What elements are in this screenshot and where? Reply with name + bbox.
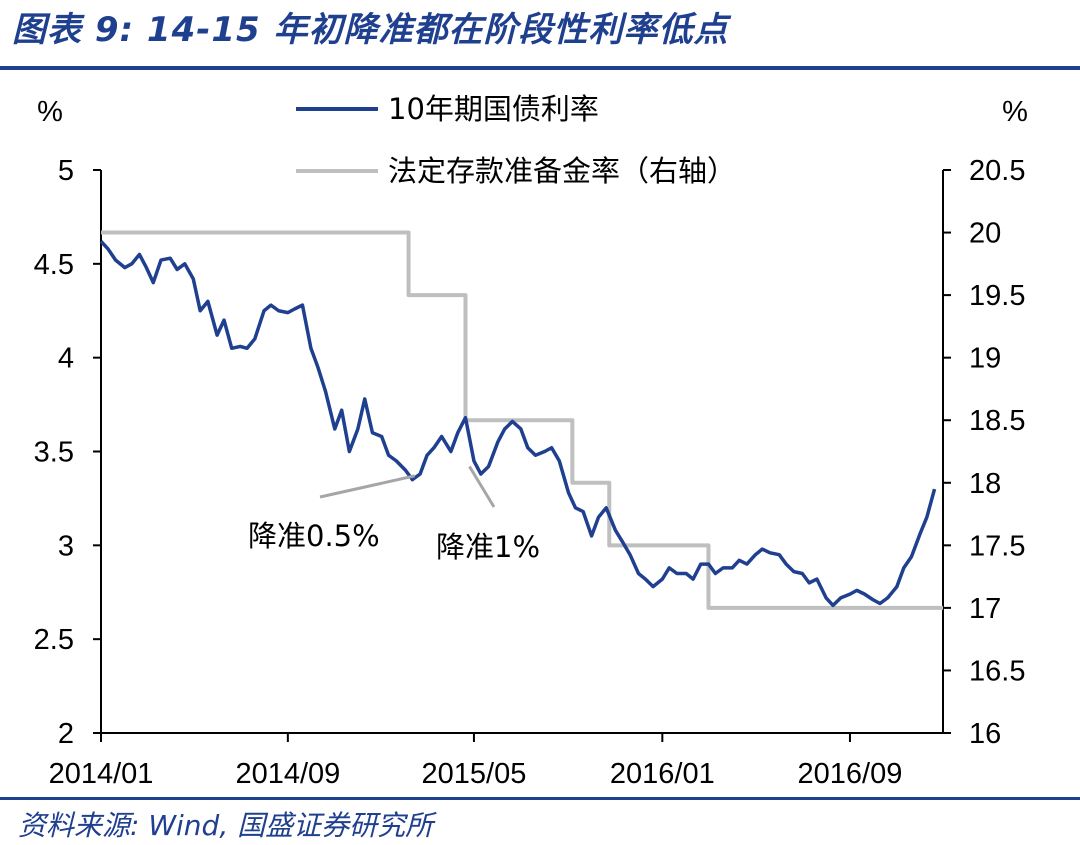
right-tick-label: 19.5	[969, 280, 1025, 312]
legend-label-treasury: 10年期国债利率	[388, 92, 599, 126]
chart-title: 图表 9: 14-15 年初降准都在阶段性利率低点	[12, 10, 729, 50]
left-tick-label: 2	[58, 718, 74, 750]
series-layer	[99, 230, 943, 610]
legend-label-reserve: 法定存款准备金率（右轴）	[388, 154, 736, 188]
chart: 2 2.5 3 3.5 4 4.5 5 16 16.5 17 17.5 18 18.5 19 19.5 20 2…	[34, 92, 1028, 790]
series-line-reserve-ratio	[101, 230, 943, 610]
annotation-pointer-rrr-cut-1	[468, 465, 496, 508]
left-tick-label: 3	[58, 530, 74, 562]
right-tick-label: 20	[969, 218, 1001, 250]
left-tick-label: 2.5	[34, 624, 74, 656]
annotation-label-rrr-cut-0-5: 降准0.5%	[248, 519, 380, 553]
right-tick-label: 17.5	[969, 530, 1025, 562]
x-tick-label: 2016/01	[610, 758, 715, 790]
right-tick-label: 20.5	[969, 155, 1025, 187]
right-tick-label: 17	[969, 593, 1001, 625]
title-rule	[0, 66, 1080, 70]
right-tick-label: 18	[969, 468, 1001, 500]
left-tick-label: 3.5	[34, 437, 74, 469]
x-tick-label: 2016/09	[798, 758, 903, 790]
annotation-label-rrr-cut-1: 降准1%	[436, 530, 540, 564]
right-tick-label: 16	[969, 718, 1001, 750]
right-tick-label: 18.5	[969, 405, 1025, 437]
source-rule	[0, 797, 1080, 800]
left-tick-label: 5	[58, 155, 74, 187]
right-tick-label: 16.5	[969, 655, 1025, 687]
x-tick-label: 2015/05	[422, 758, 527, 790]
left-axis-unit: %	[37, 96, 63, 128]
x-tick-label: 2014/01	[49, 758, 154, 790]
annotation-pointer-rrr-cut-0-5	[319, 474, 415, 499]
annotations: 降准0.5% 降准1%	[248, 465, 540, 564]
source-note: 资料来源: Wind, 国盛证券研究所	[18, 809, 434, 842]
axes-group: 2 2.5 3 3.5 4 4.5 5 16 16.5 17 17.5 18 18.5 19 19.5 20 2…	[34, 96, 1028, 790]
right-axis-unit: %	[1002, 96, 1028, 128]
x-tick-label: 2014/09	[235, 758, 340, 790]
right-tick-label: 19	[969, 343, 1001, 375]
series-line-treasury-10y	[99, 240, 937, 608]
left-tick-label: 4	[58, 343, 74, 375]
left-tick-label: 4.5	[34, 249, 74, 281]
